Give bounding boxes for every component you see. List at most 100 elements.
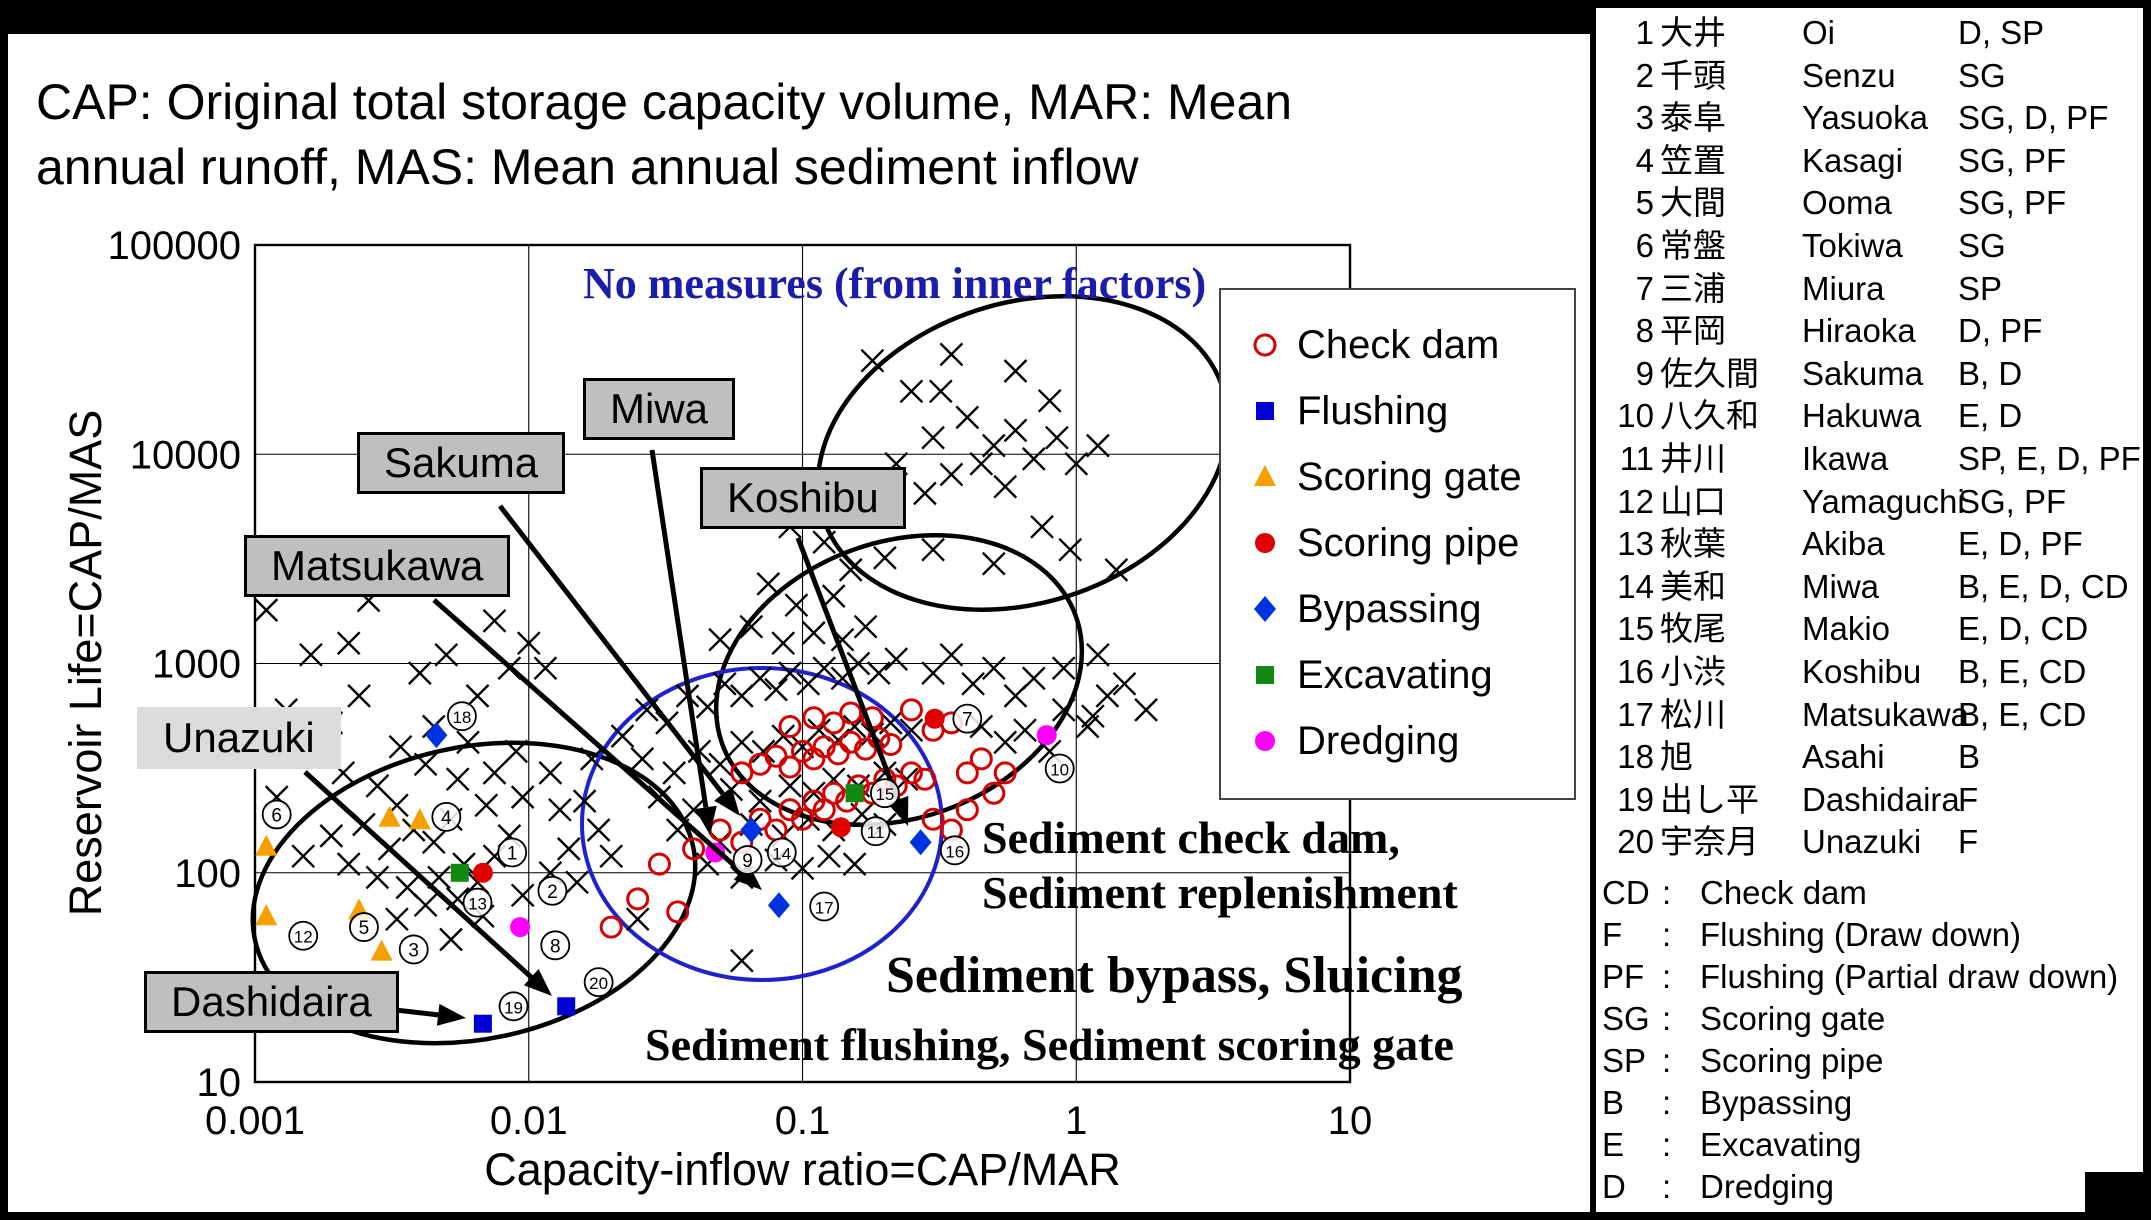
dam-number-6: 6 [261,799,292,830]
dam-row-14: 14 美和 Miwa B, E, D, CD [1608,566,2143,609]
abbrev-text: D [1602,1168,1626,1205]
dam-codes: B, E, CD [1958,695,2087,733]
svg-text:16: 16 [945,842,964,861]
svg-text:20: 20 [589,974,608,993]
legend-item-scoring-pipe: Scoring pipe [1245,510,1574,576]
dam-row-8: 8 平岡 Hiraoka D, PF [1608,310,2143,353]
slide-title: CAP: Original total storage capacity vol… [36,74,1293,195]
no-measures-label: No measures (from inner factors) [583,259,1207,308]
dam-name: Ooma [1802,184,1892,222]
dam-codes: D, PF [1958,312,2043,350]
x-tick-label: 10 [1328,1099,1373,1143]
dam-number-18: 18 [447,701,477,732]
sakuma-arrow [498,504,740,816]
dam-no: 19 [1617,780,1654,818]
dam-codes: D, SP [1958,14,2045,51]
dam-codes: SP [1958,269,2003,307]
dam-number-4: 4 [431,801,462,832]
dam-name: Unazuki [1802,823,1922,861]
abbrev-text: SP [1602,1042,1647,1079]
dam-jp: 佐久間 [1660,354,1759,392]
dam-name: Hiraoka [1802,312,1916,350]
legend-item-check-dam: Check dam [1245,312,1574,378]
dam-row-2: 2 千頭 Senzu SG [1608,55,2143,98]
dam-jp: 出し平 [1660,780,1759,818]
series-bypassing [425,722,932,919]
dam-jp: 旭 [1660,738,1693,776]
abbrev-f: F: Flushing (Draw down) [1602,914,2143,956]
dam-codes: SP, E, D, PF [1958,439,2141,477]
dam-name: Oi [1802,14,1835,51]
dam-number-8: 8 [540,930,571,961]
check-dam-group-label: Sediment check dam, Sediment replenishme… [982,810,1458,920]
dam-number-12: 12 [288,920,319,951]
dam-name: Dashidaira [1802,780,1960,818]
bypass-group-label: Sediment bypass, Sluicing [886,947,1463,1004]
svg-text:9: 9 [742,851,753,872]
dam-number-5: 5 [349,912,379,942]
abbrev-text: : [1662,874,1672,911]
dam-no: 16 [1617,652,1654,690]
dam-no: 9 [1635,354,1654,392]
svg-text:4: 4 [441,808,452,829]
series-excavating [450,784,864,882]
dam-name: Ikawa [1802,439,1889,477]
abbrev-text: : [1662,1126,1672,1163]
callout-matsukawa: Matsukawa [244,535,511,597]
svg-text:11: 11 [867,823,885,842]
series-scoring-pipe [472,708,945,883]
dam-no: 12 [1617,482,1654,520]
x-tick-label: 0.1 [775,1099,831,1143]
dam-row-15: 15 牧尾 Makio E, D, CD [1608,608,2143,651]
dam-codes: SG, PF [1958,482,2067,520]
svg-text:15: 15 [875,785,894,804]
dam-codes: B, D [1958,354,2023,392]
y-axis-label: Reservoir Life=CAP/MAS [60,409,111,917]
abbrev-text: : [1662,1042,1672,1079]
legend-item-dredging: Dredging [1245,708,1574,774]
svg-text:5: 5 [359,918,370,939]
dam-no: 17 [1617,695,1654,733]
dam-jp: 大井 [1660,14,1726,51]
open-circle-icon [1253,333,1277,357]
dam-name: Miura [1802,269,1885,307]
dam-no: 11 [1619,439,1654,477]
dam-jp: 宇奈月 [1660,823,1759,861]
dam-no: 3 [1635,99,1654,137]
dam-codes: B, E, D, CD [1958,567,2129,605]
dam-no: 1 [1635,14,1654,51]
dam-number-1: 1 [497,837,528,868]
dam-row-9: 9 佐久間 Sakuma B, D [1608,353,2143,396]
abbrev-text: Check dam [1700,874,1867,911]
dam-codes: SG, PF [1958,184,2067,222]
abbrev-text: Dredging [1700,1168,1834,1205]
dam-name: Matsukawa [1802,695,1969,733]
y-tick-label: 100000 [108,224,241,268]
dam-jp: 松川 [1660,695,1726,733]
dam-name: Hakuwa [1802,397,1922,435]
x-tick-label: 0.01 [490,1099,568,1143]
abbrev-e: E: Excavating [1602,1124,2143,1166]
legend-label: Scoring pipe [1297,520,1520,565]
dam-jp: 笠置 [1660,141,1726,179]
abbrev-b: B: Bypassing [1602,1082,2143,1124]
diamond-icon [1254,596,1276,622]
dam-codes: E, D [1958,397,2023,435]
dam-name: Koshibu [1802,652,1922,690]
abbrev-text: CD [1602,874,1650,911]
dam-name: Senzu [1802,56,1896,94]
abbrev-text: : [1662,958,1672,995]
abbrev-text: Bypassing [1700,1084,1853,1121]
dam-no: 20 [1617,823,1654,861]
dam-jp: 山口 [1660,482,1726,520]
legend-label: Check dam [1297,322,1500,367]
legend-item-scoring-gate: Scoring gate [1245,444,1574,510]
x-axis-label: Capacity-inflow ratio=CAP/MAR [484,1144,1121,1195]
legend-label: Flushing [1297,388,1449,433]
svg-text:2: 2 [547,882,558,903]
miwa-arrow [649,449,717,835]
x-tick-label: 1 [1065,1099,1087,1143]
dam-number-11: 11 [860,816,891,847]
abbrev-text: Excavating [1700,1126,1862,1163]
svg-text:10: 10 [1050,760,1069,779]
